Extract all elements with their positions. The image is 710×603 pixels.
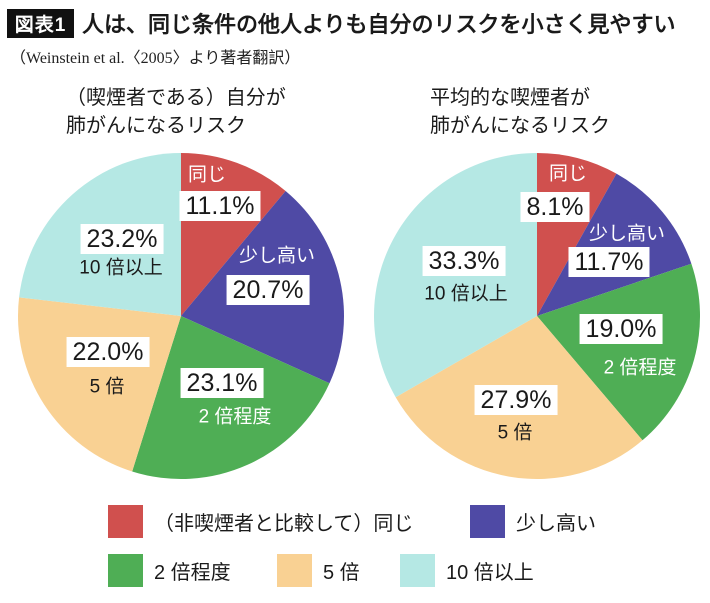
slice-value-label: 22.0% [66, 337, 150, 367]
slice-name-label: 10 倍以上 [424, 283, 508, 305]
slice-name-label: 少し高い [238, 245, 316, 267]
legend-swatch [277, 553, 312, 587]
slice-value-label: 19.0% [579, 314, 663, 344]
legend-label: 5 倍 [323, 561, 360, 584]
legend-item: 少し高い [470, 504, 596, 538]
slice-value-label: 11.1% [179, 191, 261, 221]
figure-badge: 図表1 [7, 8, 74, 38]
slice-value-label: 33.3% [422, 246, 506, 276]
legend-label: 少し高い [516, 512, 596, 535]
right-pie-title-line1: 平均的な喫煙者が [430, 87, 590, 109]
figure-header: 図表1 人は、同じ条件の他人よりも自分のリスクを小さく見やすい [7, 7, 676, 39]
slice-value-label: 20.7% [226, 275, 310, 305]
pie-slice [537, 263, 700, 441]
legend-label: 10 倍以上 [446, 561, 534, 584]
slice-name-label: 2 倍程度 [603, 357, 677, 379]
legend-item: 5 倍 [277, 553, 360, 587]
legend-item: 10 倍以上 [400, 553, 534, 587]
slice-value-label: 11.7% [568, 247, 650, 277]
slice-name-label: 同じ [548, 163, 588, 185]
slice-value-label: 27.9% [474, 385, 558, 415]
legend-swatch [108, 553, 143, 587]
figure-source: （Weinstein et al.〈2005〉より著者翻訳） [10, 50, 301, 67]
slice-name-label: 2 倍程度 [198, 406, 272, 428]
slice-name-label: 同じ [187, 164, 227, 186]
right-pie-title-line2: 肺がんになるリスク [430, 115, 610, 137]
slice-name-label: 5 倍 [89, 376, 125, 398]
pie-slice [537, 173, 692, 316]
slice-value-label: 23.1% [180, 368, 264, 398]
left-pie-title-line2: 肺がんになるリスク [66, 115, 246, 137]
right-pie-title: 平均的な喫煙者が 肺がんになるリスク [430, 84, 610, 140]
legend-swatch [108, 504, 143, 538]
figure-title: 人は、同じ条件の他人よりも自分のリスクを小さく見やすい [82, 12, 676, 37]
legend-label: （非喫煙者と比較して）同じ [154, 512, 414, 535]
legend-label: 2 倍程度 [154, 561, 231, 584]
legend-swatch [400, 553, 435, 587]
slice-value-label: 23.2% [80, 224, 164, 254]
legend-item: 2 倍程度 [108, 553, 231, 587]
slice-value-label: 8.1% [520, 192, 590, 222]
legend-swatch [470, 504, 505, 538]
slice-name-label: 10 倍以上 [79, 257, 163, 279]
left-pie-title: （喫煙者である）自分が 肺がんになるリスク [66, 84, 286, 140]
slice-name-label: 少し高い [588, 223, 666, 245]
legend-item: （非喫煙者と比較して）同じ [108, 504, 413, 538]
left-pie-title-line1: （喫煙者である）自分が [66, 87, 286, 109]
slice-name-label: 5 倍 [497, 422, 533, 444]
